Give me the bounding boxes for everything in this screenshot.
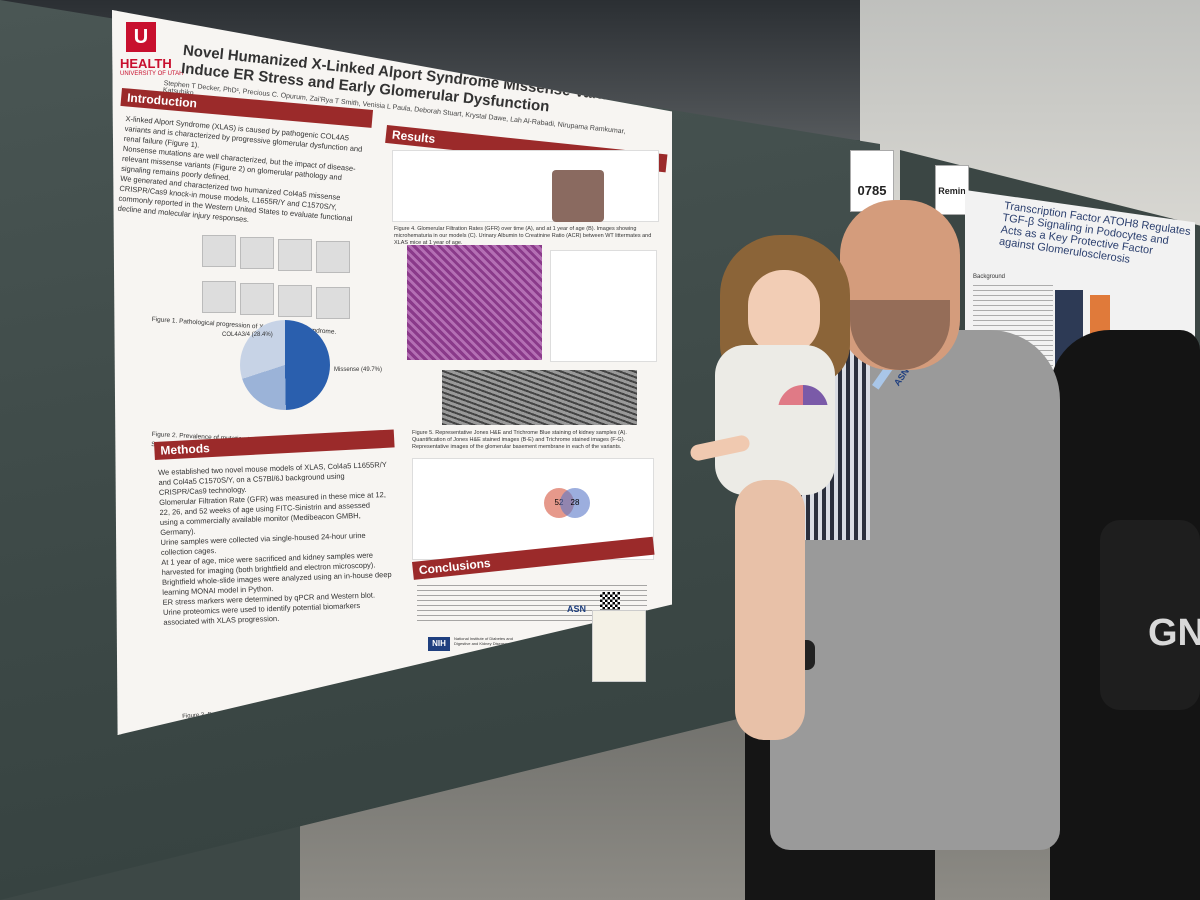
figure-thumbnail [278, 239, 312, 271]
backpack-logo: GN [1148, 612, 1200, 654]
mutation-pie-chart [240, 320, 330, 410]
reminder-sign: Remin [935, 165, 969, 215]
figure-thumbnail [316, 287, 350, 319]
figure-thumbnail [202, 235, 236, 267]
figure-5-caption: Figure 5. Representative Jones H&E and T… [412, 430, 627, 450]
logo-subtext: UNIVERSITY OF UTAH [120, 71, 184, 77]
poster-right-chart [1090, 295, 1110, 335]
paper-note [592, 610, 646, 682]
university-logo: U [126, 22, 156, 52]
figure-thumbnail [240, 237, 274, 269]
methods-text: We established two novel mouse models of… [158, 460, 393, 628]
microhematuria-image [552, 170, 604, 222]
histology-images [407, 245, 542, 360]
asn-logo: ASN [567, 604, 587, 614]
figure-thumbnail [202, 281, 236, 313]
venn-circle: 28 [560, 488, 590, 518]
backpack [1100, 520, 1200, 710]
child-face [748, 270, 820, 355]
nih-subtext: National Institute of Diabetes and Diges… [454, 636, 513, 646]
electron-microscopy-images [442, 370, 637, 425]
figure-4-plots [392, 150, 659, 222]
figure-thumbnail [278, 285, 312, 317]
poster-right-background-heading: Background [973, 274, 1006, 280]
qr-code [600, 592, 620, 612]
pie-label-missense: Missense (49.7%) [334, 367, 383, 373]
figure-4-caption: Figure 4. Glomerular Filtration Rates (G… [394, 226, 652, 246]
rainbow-print [778, 385, 828, 425]
research-poster: U HEALTH UNIVERSITY OF UTAH Novel Humani… [112, 10, 672, 735]
introduction-text: X-linked Alport Syndrome (XLAS) is cause… [117, 114, 375, 235]
figure-thumbnail [316, 241, 350, 273]
nih-logo: NIH [428, 637, 450, 651]
logo-text: HEALTH [120, 56, 172, 71]
figure-1-images [202, 235, 352, 319]
child-legs [735, 480, 805, 740]
pie-label-col4a3: COL4A3/4 (28.4%) [222, 332, 273, 338]
figure-thumbnail [240, 283, 274, 315]
figure-5-quantification [550, 250, 657, 362]
